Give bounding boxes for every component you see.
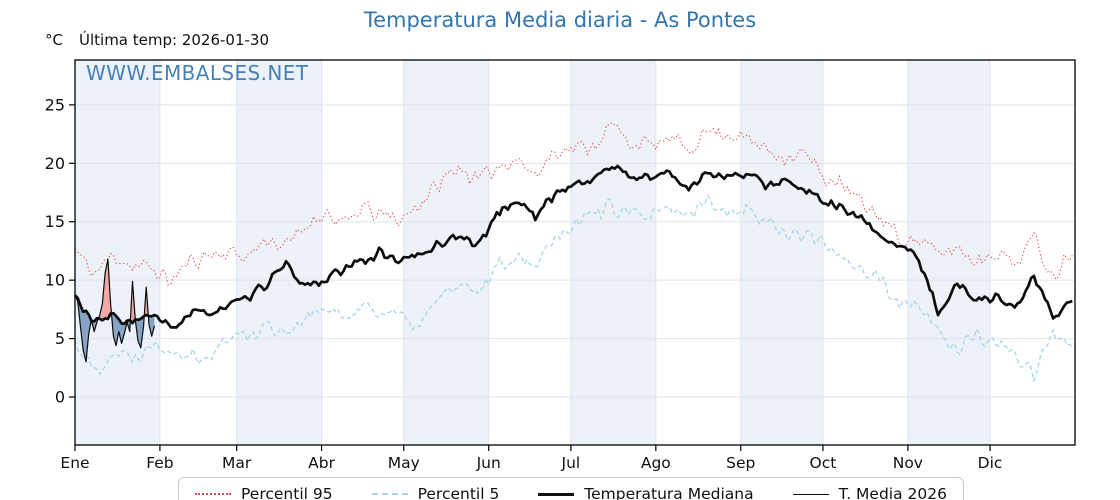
- month-band: [907, 60, 991, 445]
- month-band: [570, 60, 656, 445]
- legend-item-mediana: Temperatura Mediana: [538, 485, 754, 500]
- y-tick-label: 0: [55, 388, 65, 407]
- fill-above-median: [98, 259, 112, 321]
- axes-frame: [69, 59, 1076, 451]
- legend-item-percentil95: Percentil 95: [195, 485, 333, 500]
- watermark: WWW.EMBALSES.NET: [86, 61, 309, 85]
- y-tick-label: 15: [45, 212, 65, 231]
- percentile-lines: [74, 121, 1073, 384]
- last-temp-annotation: Última temp: 2026-01-30: [79, 31, 270, 49]
- legend-label: Percentil 5: [417, 485, 500, 500]
- month-band: [236, 60, 322, 445]
- x-tick-label: Sep: [726, 454, 755, 472]
- x-tick-label: Jul: [561, 454, 581, 472]
- y-unit-label: °C: [45, 31, 63, 49]
- tmedia2026-line-swatch: [792, 493, 829, 495]
- month-band: [403, 60, 489, 445]
- legend-item-percentil5: Percentil 5: [371, 485, 500, 500]
- x-tick-label: Abr: [308, 454, 335, 472]
- percentil95-line: [74, 121, 1073, 286]
- x-tick-label: Mar: [222, 454, 252, 472]
- x-tick-label: Dic: [978, 454, 1003, 472]
- median-and-current-lines: [73, 164, 1073, 363]
- x-tick-label: Feb: [146, 454, 173, 472]
- legend-label: Temperatura Mediana: [584, 485, 754, 500]
- legend-label: Percentil 95: [241, 485, 333, 500]
- fill-above-median: [130, 281, 136, 324]
- tmedia2026-line: [74, 258, 156, 363]
- legend-label: T. Media 2026: [838, 485, 947, 500]
- x-tick-label: Oct: [810, 454, 837, 472]
- y-tick-label: 10: [45, 271, 65, 290]
- percentil95-line-swatch: [195, 493, 231, 495]
- tick-labels: 0 5 10 15 20 25 Ene Feb Mar Abr May Jun Jul Ago Sep Oct…: [45, 95, 1003, 472]
- mediana-line-swatch: [538, 492, 575, 496]
- plot-frame: [74, 59, 1076, 446]
- fill-below-median: [111, 313, 131, 346]
- mediana-line: [73, 164, 1073, 329]
- fill-below-median: [135, 316, 145, 348]
- y-tick-label: 25: [45, 95, 65, 114]
- x-tick-label: Ago: [641, 454, 671, 472]
- month-band: [75, 60, 160, 445]
- x-tick-label: Nov: [893, 454, 923, 472]
- y-tick-label: 5: [55, 329, 65, 348]
- month-band: [740, 60, 823, 445]
- legend: Percentil 95 Percentil 5 Temperatura Med…: [178, 477, 964, 500]
- x-tick-label: Jun: [476, 454, 501, 472]
- x-tick-label: Ene: [60, 454, 89, 472]
- x-tick-label: May: [388, 454, 420, 472]
- percentil5-line-swatch: [371, 493, 408, 495]
- month-bands: [75, 60, 991, 445]
- y-tick-label: 20: [45, 154, 65, 173]
- percentil5-line: [74, 194, 1073, 384]
- legend-item-tmedia2026: T. Media 2026: [792, 485, 947, 500]
- page-title: Temperatura Media diaria - As Pontes: [363, 8, 757, 32]
